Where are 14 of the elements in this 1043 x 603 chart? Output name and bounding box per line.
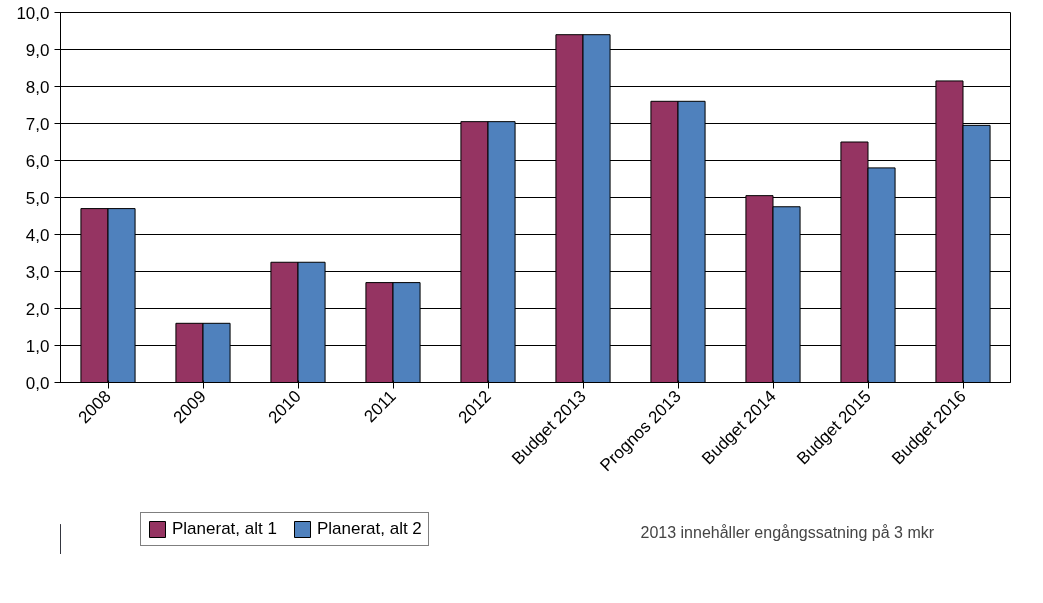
y-tick-label: 3,0 [25, 262, 50, 282]
y-tick-label: 0,0 [25, 373, 50, 393]
y-tick-label: 9,0 [25, 40, 50, 60]
legend-label: Planerat, alt 1 [172, 519, 277, 539]
y-tick-label: 1,0 [25, 336, 50, 356]
y-tick-label: 5,0 [25, 188, 50, 208]
legend-label: Planerat, alt 2 [316, 519, 422, 539]
y-tick-label: 2,0 [25, 299, 50, 319]
y-tick-label: 6,0 [25, 151, 50, 171]
y-tick-label: 4,0 [25, 225, 50, 245]
y-tick-label: 8,0 [25, 77, 50, 97]
text: 2013 innehåller engångssatning på 3 mkr [640, 523, 935, 541]
y-tick-label: 7,0 [25, 114, 50, 134]
y-tick-label: 10,0 [16, 3, 50, 23]
